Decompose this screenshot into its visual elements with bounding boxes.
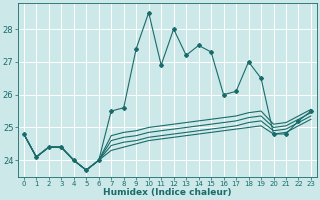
- X-axis label: Humidex (Indice chaleur): Humidex (Indice chaleur): [103, 188, 232, 197]
